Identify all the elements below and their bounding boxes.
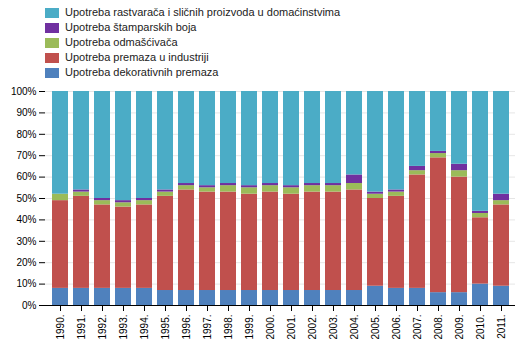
svg-text:50%: 50%	[16, 193, 36, 204]
svg-text:2004.: 2004.	[349, 315, 360, 340]
svg-text:1998.: 1998.	[223, 315, 234, 340]
svg-text:10%: 10%	[16, 278, 36, 289]
svg-text:60%: 60%	[16, 171, 36, 182]
svg-text:1991.: 1991.	[76, 315, 87, 340]
svg-text:2006.: 2006.	[391, 315, 402, 340]
svg-text:1993.: 1993.	[118, 315, 129, 340]
html-text:Upotreba premaza u industriji: Upotreba premaza u industriji	[65, 51, 209, 63]
svg-text:40%: 40%	[16, 214, 36, 225]
svg-text:2000.: 2000.	[265, 315, 276, 340]
html-text:Upotreba odmašćivača: Upotreba odmašćivača	[65, 36, 178, 48]
svg-text:1995.: 1995.	[160, 315, 171, 340]
svg-text:90%: 90%	[16, 107, 36, 118]
svg-text:80%: 80%	[16, 129, 36, 140]
svg-text:2005.: 2005.	[370, 315, 381, 340]
svg-text:2010.: 2010.	[475, 315, 486, 340]
svg-text:2007.: 2007.	[412, 315, 423, 340]
svg-text:2002.: 2002.	[307, 315, 318, 340]
svg-text:1992.: 1992.	[97, 315, 108, 340]
svg-text:20%: 20%	[16, 257, 36, 268]
html-text:Upotreba dekorativnih premaza: Upotreba dekorativnih premaza	[65, 66, 219, 78]
svg-text:2003.: 2003.	[328, 315, 339, 340]
svg-text:2009.: 2009.	[454, 315, 465, 340]
svg-text:2011.: 2011.	[496, 315, 507, 339]
svg-text:2008.: 2008.	[433, 315, 444, 340]
svg-text:2001.: 2001.	[286, 315, 297, 340]
svg-text:100%: 100%	[11, 86, 37, 97]
svg-text:1994.: 1994.	[139, 315, 150, 340]
svg-text:70%: 70%	[16, 150, 36, 161]
svg-text:30%: 30%	[16, 236, 36, 247]
html-text:Upotreba rastvarača i sličnih: Upotreba rastvarača i sličnih proizvoda …	[65, 6, 341, 18]
svg-text:1996.: 1996.	[181, 315, 192, 340]
svg-text:0%: 0%	[22, 300, 37, 311]
svg-text:1997.: 1997.	[202, 315, 213, 340]
svg-text:1999.: 1999.	[244, 315, 255, 340]
html-text:Upotreba štamparskih boja: Upotreba štamparskih boja	[65, 21, 197, 33]
svg-text:1990.: 1990.	[55, 315, 66, 340]
